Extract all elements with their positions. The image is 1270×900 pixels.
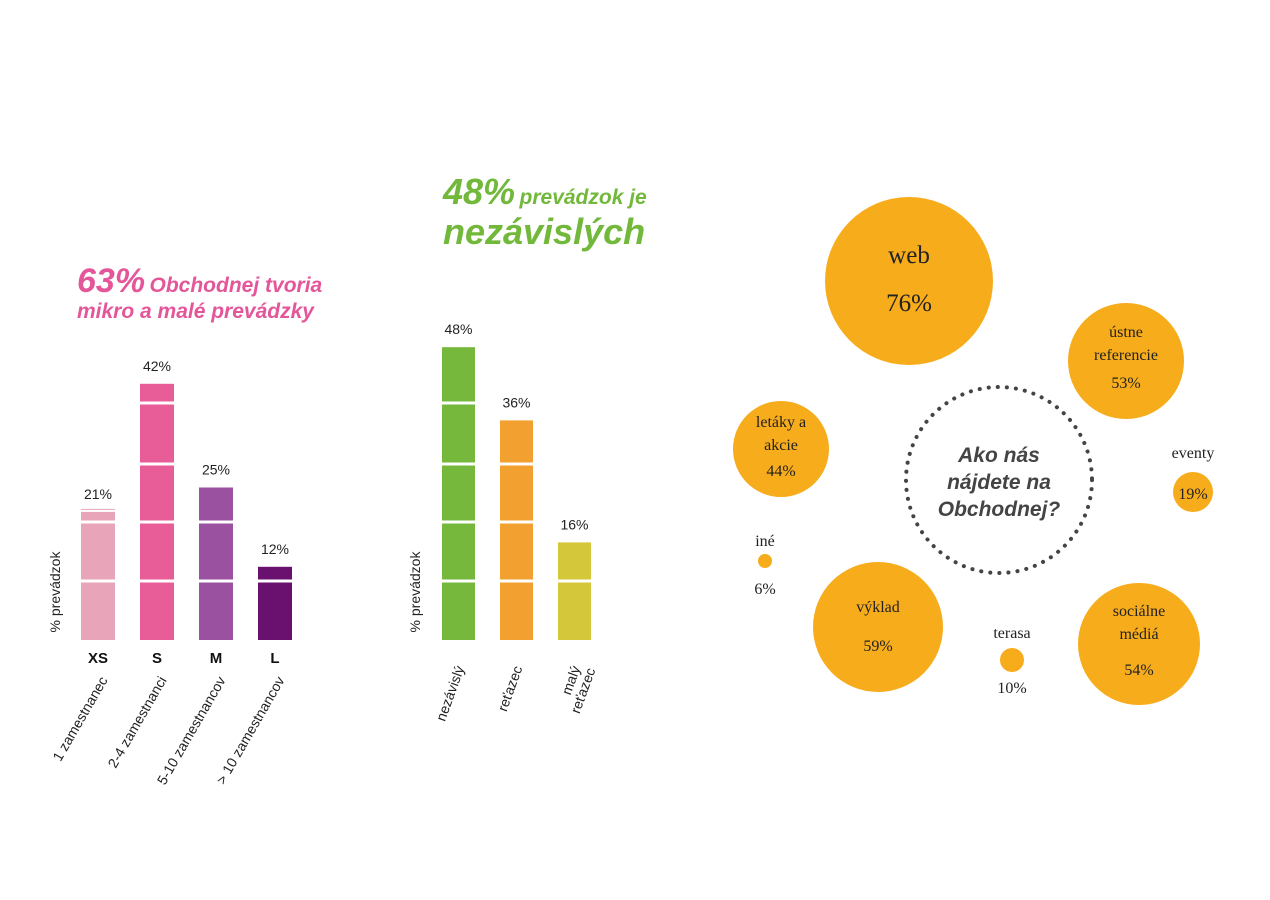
- type-chart-bar: [442, 347, 475, 640]
- center-question-line: nájdete na: [947, 471, 1051, 494]
- type-chart-bar-gridline: [558, 579, 591, 583]
- size-chart-category-code: L: [270, 650, 279, 667]
- type-chart-category-label: nezávislý: [433, 664, 468, 724]
- headline-1-line2: mikro a malé prevádzky: [77, 300, 314, 324]
- bubble-value-label: 53%: [1111, 375, 1140, 392]
- center-question-line: Obchodnej?: [938, 498, 1061, 521]
- type-chart-bar-gridline: [500, 579, 533, 583]
- type-chart-bar-gridline: [442, 579, 475, 583]
- bubble-label: ústne: [1109, 324, 1143, 341]
- type-chart-value-label: 16%: [560, 516, 588, 532]
- size-chart-category-code: M: [210, 650, 223, 667]
- size-chart-bar-gridline: [258, 579, 292, 583]
- bubble-label: médiá: [1119, 626, 1158, 643]
- bubble-value-label: 19%: [1178, 486, 1207, 503]
- size-chart-bar: [140, 383, 174, 640]
- bubble-value-label: 76%: [886, 290, 932, 317]
- type-chart-value-label: 36%: [502, 394, 530, 410]
- type-chart-bar: [500, 420, 533, 640]
- bubble-label: referencie: [1094, 347, 1158, 364]
- bubble: [1000, 648, 1024, 672]
- size-chart-bar-gridline: [140, 520, 174, 524]
- headline-2-line2: nezávislých: [443, 210, 646, 252]
- center-dotted-circle: [904, 385, 1094, 575]
- headline-2-line1: prevádzok je: [519, 186, 647, 209]
- size-chart-category-label: > 10 zamestnancov: [213, 674, 288, 787]
- size-chart-value-label: 12%: [261, 541, 289, 557]
- size-chart-bar-gridline: [140, 401, 174, 405]
- size-chart-bar: [199, 487, 233, 640]
- bubble-label: sociálne: [1113, 603, 1165, 620]
- size-chart-value-label: 42%: [143, 358, 171, 374]
- size-chart-category-label: 2-4 zamestnanci: [104, 674, 169, 771]
- type-chart-bar-gridline: [442, 401, 475, 405]
- type-chart-bar-gridline: [500, 520, 533, 524]
- type-chart-bar-gridline: [500, 462, 533, 466]
- size-chart-bar: [258, 566, 292, 640]
- size-chart-category-code: XS: [88, 650, 108, 667]
- size-chart-value-label: 25%: [202, 462, 230, 478]
- bubble-label: výklad: [856, 599, 900, 616]
- size-chart-y-axis-label: % prevádzok: [47, 551, 63, 633]
- size-chart-bar-gridline: [199, 520, 233, 524]
- bubble-value-label: 59%: [863, 638, 892, 655]
- size-chart-category-code: S: [152, 650, 162, 667]
- size-chart-bar-gridline: [81, 579, 115, 583]
- type-chart-category-label: reťazec: [494, 664, 525, 714]
- bubble-label: terasa: [993, 625, 1030, 642]
- headline-1-line1: Obchodnej tvoria: [149, 274, 323, 297]
- bubble: [1068, 303, 1184, 419]
- headline-2-percent: 48%: [443, 171, 516, 212]
- bubble-label: letáky a: [756, 414, 806, 431]
- bubble: [1173, 472, 1213, 512]
- size-chart-value-label: 21%: [84, 486, 112, 502]
- type-chart-bar: [558, 542, 591, 640]
- bubble-label: web: [888, 242, 930, 269]
- type-chart-value-label: 48%: [444, 321, 472, 337]
- center-question-line: Ako nás: [957, 444, 1040, 467]
- size-chart-bar-gridline: [81, 520, 115, 524]
- bubble: [733, 401, 829, 497]
- size-chart-bar-cap: [81, 508, 115, 510]
- headline-independent: 48% prevádzok je nezávislých: [443, 172, 647, 251]
- bubble: [1078, 583, 1200, 705]
- bubble-value-label: 6%: [754, 581, 775, 598]
- size-chart-bar: [81, 511, 115, 640]
- bubble-label: iné: [755, 533, 775, 550]
- bubble-value-label: 44%: [766, 463, 795, 480]
- bubble-value-label: 54%: [1124, 662, 1153, 679]
- bubble-label: akcie: [764, 437, 798, 454]
- bubble: [813, 562, 943, 692]
- bubble-label: eventy: [1172, 445, 1215, 462]
- size-chart-bar-gridline: [140, 579, 174, 583]
- size-chart-category-label: 1 zamestnanec: [49, 674, 110, 764]
- headline-1-percent: 63%: [77, 262, 146, 300]
- bubble: [758, 554, 772, 568]
- headline-small-businesses: 63% Obchodnej tvoria mikro a malé prevád…: [77, 262, 322, 324]
- type-chart-bar-gridline: [442, 462, 475, 466]
- bubble-value-label: 10%: [997, 680, 1026, 697]
- size-chart-bar-gridline: [140, 462, 174, 466]
- type-chart-y-axis-label: % prevádzok: [407, 551, 423, 633]
- bubble: [825, 197, 993, 365]
- type-chart-bar-gridline: [442, 520, 475, 524]
- size-chart-bar-gridline: [199, 579, 233, 583]
